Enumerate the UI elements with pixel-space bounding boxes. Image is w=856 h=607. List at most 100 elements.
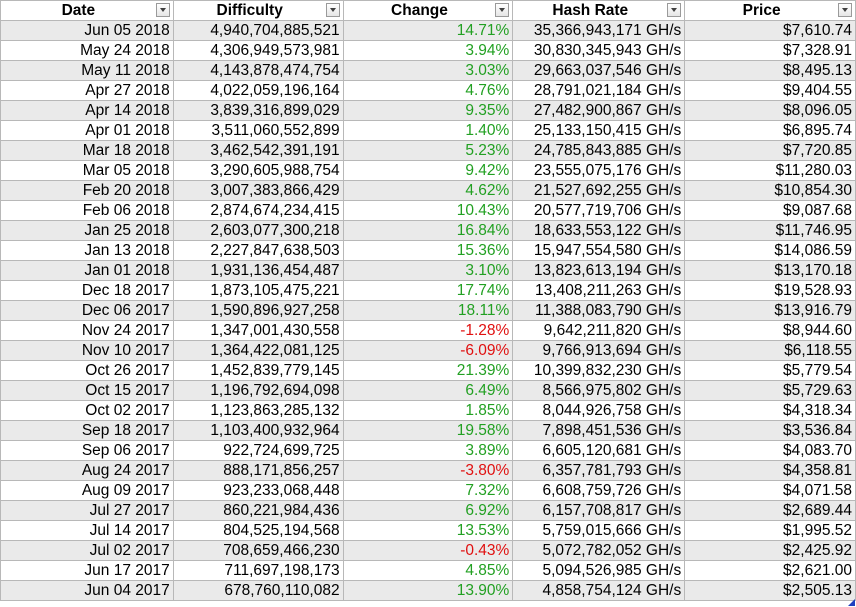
date-cell[interactable]: Aug 09 2017: [0, 480, 174, 501]
filter-dropdown-icon[interactable]: [325, 3, 340, 17]
price-cell[interactable]: $8,495.13: [684, 60, 856, 81]
difficulty-cell[interactable]: 4,022,059,196,164: [172, 80, 344, 101]
difficulty-cell[interactable]: 922,724,699,725: [172, 440, 344, 461]
hash-rate-cell[interactable]: 13,408,211,263 GH/s: [512, 280, 686, 301]
change-cell[interactable]: 4.62%: [342, 180, 514, 201]
change-cell[interactable]: 14.71%: [342, 20, 514, 41]
hash-rate-cell[interactable]: 30,830,345,943 GH/s: [512, 40, 686, 61]
change-cell[interactable]: 13.90%: [342, 580, 514, 601]
date-cell[interactable]: Jul 14 2017: [0, 520, 174, 541]
date-cell[interactable]: May 11 2018: [0, 60, 174, 81]
difficulty-cell[interactable]: 711,697,198,173: [172, 560, 344, 581]
price-cell[interactable]: $1,995.52: [684, 520, 856, 541]
hash-rate-cell[interactable]: 18,633,553,122 GH/s: [512, 220, 686, 241]
resize-corner-icon[interactable]: [848, 599, 855, 606]
change-cell[interactable]: 10.43%: [342, 200, 514, 221]
hash-rate-cell[interactable]: 8,044,926,758 GH/s: [512, 400, 686, 421]
price-cell[interactable]: $5,779.54: [684, 360, 856, 381]
price-cell[interactable]: $2,621.00: [684, 560, 856, 581]
hash-rate-cell[interactable]: 23,555,075,176 GH/s: [512, 160, 686, 181]
difficulty-cell[interactable]: 1,123,863,285,132: [172, 400, 344, 421]
difficulty-cell[interactable]: 2,874,674,234,415: [172, 200, 344, 221]
difficulty-cell[interactable]: 1,452,839,779,145: [172, 360, 344, 381]
date-cell[interactable]: Jun 05 2018: [0, 20, 174, 41]
change-cell[interactable]: 9.35%: [342, 100, 514, 121]
price-cell[interactable]: $4,318.34: [684, 400, 856, 421]
change-cell[interactable]: 13.53%: [342, 520, 514, 541]
hash-rate-cell[interactable]: 20,577,719,706 GH/s: [512, 200, 686, 221]
difficulty-cell[interactable]: 4,940,704,885,521: [172, 20, 344, 41]
hash-rate-cell[interactable]: 11,388,083,790 GH/s: [512, 300, 686, 321]
change-cell[interactable]: 3.10%: [342, 260, 514, 281]
hash-rate-cell[interactable]: 10,399,832,230 GH/s: [512, 360, 686, 381]
difficulty-cell[interactable]: 4,143,878,474,754: [172, 60, 344, 81]
change-cell[interactable]: 3.94%: [342, 40, 514, 61]
change-cell[interactable]: -3.80%: [342, 460, 514, 481]
hash-rate-cell[interactable]: 35,366,943,171 GH/s: [512, 20, 686, 41]
hash-rate-cell[interactable]: 5,094,526,985 GH/s: [512, 560, 686, 581]
difficulty-cell[interactable]: 678,760,110,082: [172, 580, 344, 601]
column-header-change[interactable]: Change: [342, 0, 514, 21]
price-cell[interactable]: $14,086.59: [684, 240, 856, 261]
price-cell[interactable]: $9,404.55: [684, 80, 856, 101]
change-cell[interactable]: 21.39%: [342, 360, 514, 381]
difficulty-cell[interactable]: 3,007,383,866,429: [172, 180, 344, 201]
change-cell[interactable]: 3.89%: [342, 440, 514, 461]
price-cell[interactable]: $2,425.92: [684, 540, 856, 561]
difficulty-cell[interactable]: 1,347,001,430,558: [172, 320, 344, 341]
date-cell[interactable]: Nov 24 2017: [0, 320, 174, 341]
difficulty-cell[interactable]: 3,290,605,988,754: [172, 160, 344, 181]
date-cell[interactable]: Mar 18 2018: [0, 140, 174, 161]
change-cell[interactable]: 19.58%: [342, 420, 514, 441]
difficulty-cell[interactable]: 3,462,542,391,191: [172, 140, 344, 161]
date-cell[interactable]: May 24 2018: [0, 40, 174, 61]
change-cell[interactable]: 16.84%: [342, 220, 514, 241]
filter-dropdown-icon[interactable]: [155, 3, 170, 17]
hash-rate-cell[interactable]: 9,766,913,694 GH/s: [512, 340, 686, 361]
filter-dropdown-icon[interactable]: [838, 3, 852, 17]
date-cell[interactable]: Jul 27 2017: [0, 500, 174, 521]
difficulty-cell[interactable]: 1,103,400,932,964: [172, 420, 344, 441]
hash-rate-cell[interactable]: 6,605,120,681 GH/s: [512, 440, 686, 461]
column-header-price[interactable]: Price: [684, 0, 856, 21]
hash-rate-cell[interactable]: 13,823,613,194 GH/s: [512, 260, 686, 281]
hash-rate-cell[interactable]: 29,663,037,546 GH/s: [512, 60, 686, 81]
difficulty-cell[interactable]: 1,196,792,694,098: [172, 380, 344, 401]
hash-rate-cell[interactable]: 6,157,708,817 GH/s: [512, 500, 686, 521]
price-cell[interactable]: $4,358.81: [684, 460, 856, 481]
column-header-hash-rate[interactable]: Hash Rate: [512, 0, 686, 21]
difficulty-cell[interactable]: 1,931,136,454,487: [172, 260, 344, 281]
hash-rate-cell[interactable]: 21,527,692,255 GH/s: [512, 180, 686, 201]
date-cell[interactable]: Jun 04 2017: [0, 580, 174, 601]
date-cell[interactable]: Aug 24 2017: [0, 460, 174, 481]
hash-rate-cell[interactable]: 5,759,015,666 GH/s: [512, 520, 686, 541]
price-cell[interactable]: $5,729.63: [684, 380, 856, 401]
hash-rate-cell[interactable]: 28,791,021,184 GH/s: [512, 80, 686, 101]
difficulty-cell[interactable]: 708,659,466,230: [172, 540, 344, 561]
date-cell[interactable]: Oct 02 2017: [0, 400, 174, 421]
change-cell[interactable]: 15.36%: [342, 240, 514, 261]
change-cell[interactable]: 18.11%: [342, 300, 514, 321]
price-cell[interactable]: $13,170.18: [684, 260, 856, 281]
date-cell[interactable]: Nov 10 2017: [0, 340, 174, 361]
price-cell[interactable]: $4,083.70: [684, 440, 856, 461]
change-cell[interactable]: 9.42%: [342, 160, 514, 181]
date-cell[interactable]: Jan 01 2018: [0, 260, 174, 281]
price-cell[interactable]: $11,280.03: [684, 160, 856, 181]
hash-rate-cell[interactable]: 8,566,975,802 GH/s: [512, 380, 686, 401]
hash-rate-cell[interactable]: 5,072,782,052 GH/s: [512, 540, 686, 561]
hash-rate-cell[interactable]: 6,357,781,793 GH/s: [512, 460, 686, 481]
date-cell[interactable]: Jan 25 2018: [0, 220, 174, 241]
hash-rate-cell[interactable]: 27,482,900,867 GH/s: [512, 100, 686, 121]
hash-rate-cell[interactable]: 24,785,843,885 GH/s: [512, 140, 686, 161]
change-cell[interactable]: 5.23%: [342, 140, 514, 161]
filter-dropdown-icon[interactable]: [667, 3, 682, 17]
hash-rate-cell[interactable]: 7,898,451,536 GH/s: [512, 420, 686, 441]
date-cell[interactable]: Oct 15 2017: [0, 380, 174, 401]
price-cell[interactable]: $8,096.05: [684, 100, 856, 121]
difficulty-cell[interactable]: 804,525,194,568: [172, 520, 344, 541]
date-cell[interactable]: Feb 20 2018: [0, 180, 174, 201]
price-cell[interactable]: $2,689.44: [684, 500, 856, 521]
price-cell[interactable]: $3,536.84: [684, 420, 856, 441]
hash-rate-cell[interactable]: 6,608,759,726 GH/s: [512, 480, 686, 501]
